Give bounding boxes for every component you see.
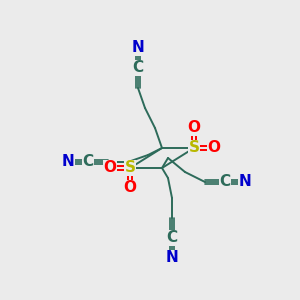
Text: O: O — [103, 160, 116, 175]
Text: O: O — [188, 121, 200, 136]
Text: O: O — [208, 140, 220, 155]
Text: S: S — [124, 160, 136, 175]
Text: N: N — [61, 154, 74, 169]
Text: C: C — [167, 230, 178, 245]
Text: C: C — [219, 175, 231, 190]
Text: O: O — [124, 181, 136, 196]
Text: C: C — [82, 154, 94, 169]
Text: S: S — [188, 140, 200, 155]
Text: C: C — [132, 61, 144, 76]
Text: N: N — [166, 250, 178, 266]
Text: N: N — [132, 40, 144, 56]
Text: N: N — [238, 175, 251, 190]
